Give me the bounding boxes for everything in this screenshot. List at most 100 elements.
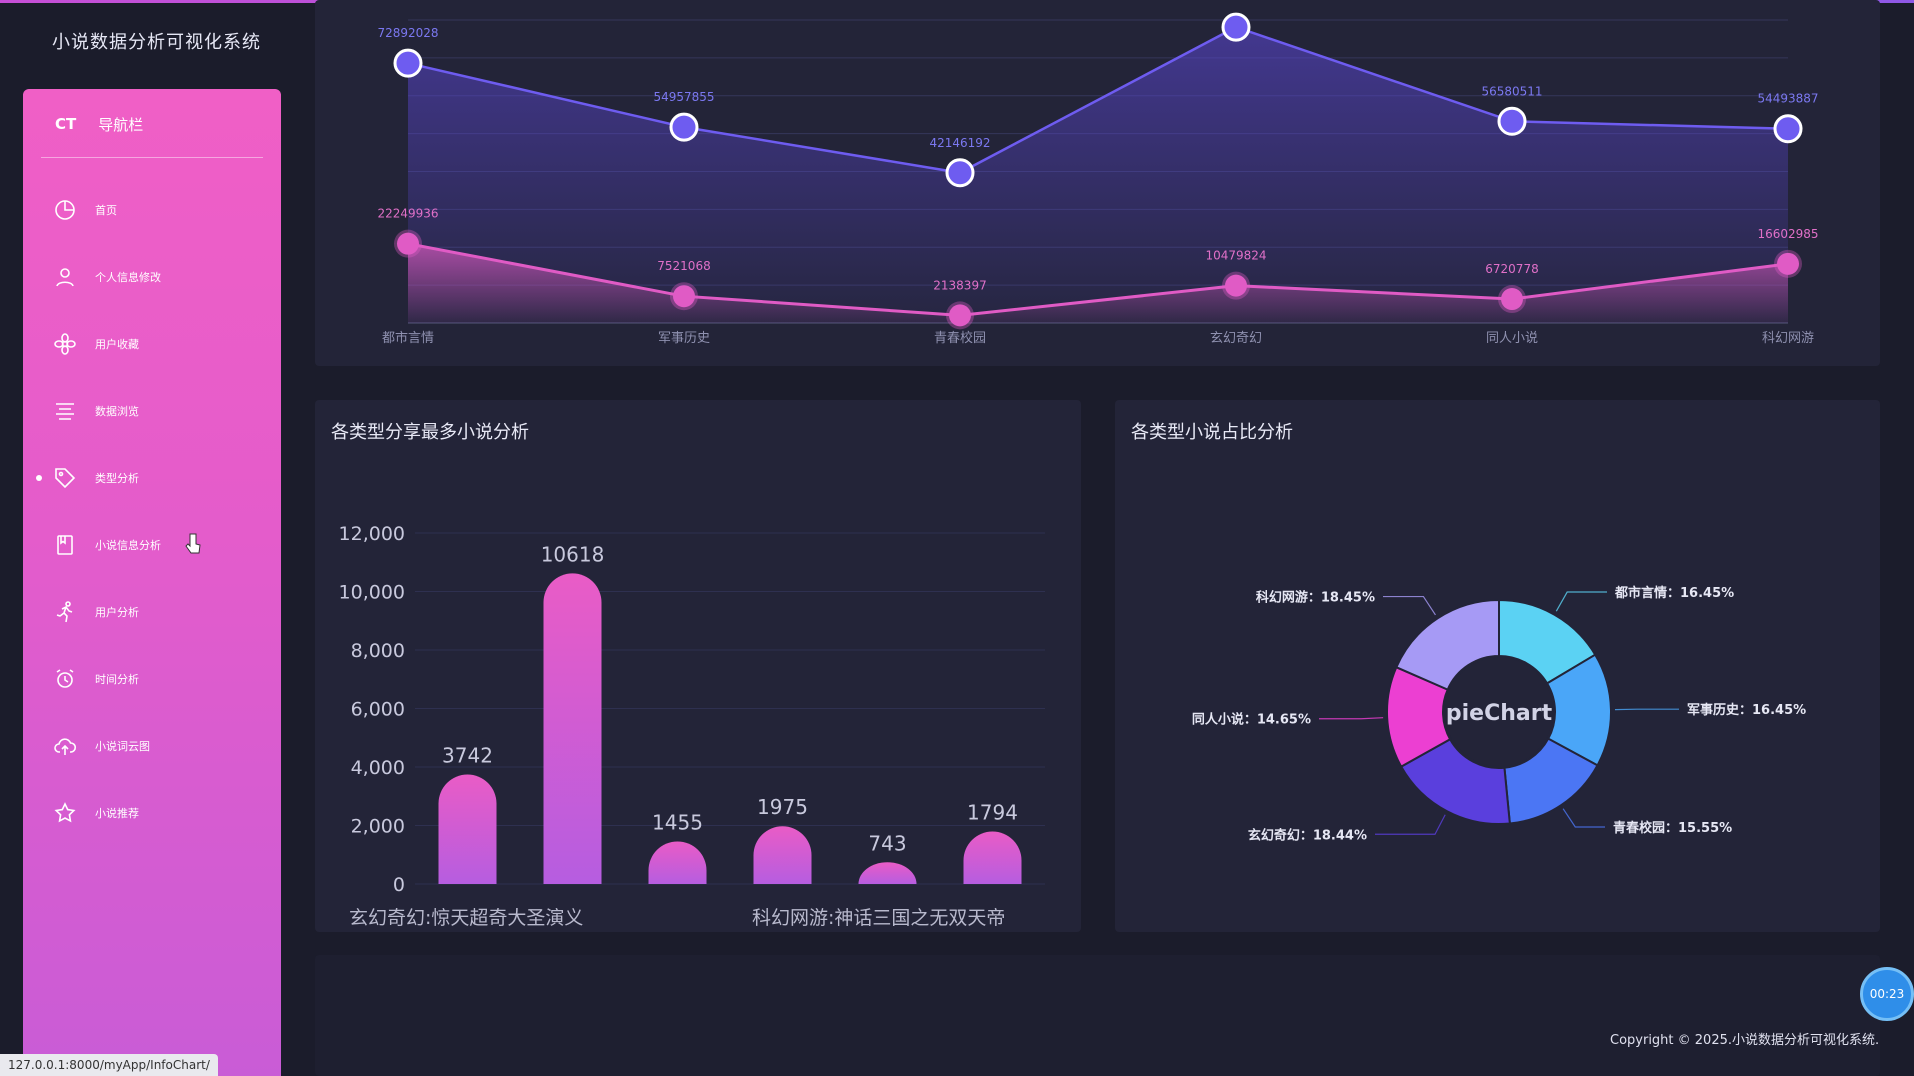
- sidebar-item-data-browse[interactable]: 数据浏览: [23, 386, 281, 436]
- runner-icon: [56, 601, 73, 623]
- slice-label: 都市言情：16.45%: [1614, 585, 1734, 601]
- data-point: [1501, 288, 1523, 311]
- sidebar-item-time-analysis[interactable]: 时间分析: [23, 654, 281, 704]
- data-label: 16602985: [1757, 227, 1818, 241]
- star-icon: [54, 802, 76, 823]
- data-point: [1497, 106, 1527, 136]
- y-tick-label: 10,000: [339, 582, 405, 604]
- sidebar-item-user-analysis[interactable]: 用户分析: [23, 587, 281, 637]
- data-point: [1773, 114, 1803, 144]
- pie-chart-icon: [55, 200, 75, 220]
- data-label: 56580511: [1481, 84, 1542, 98]
- y-tick-label: 6,000: [351, 699, 405, 721]
- data-label: 22249936: [377, 207, 438, 221]
- bar: [648, 841, 707, 884]
- footer-panel: [315, 955, 1880, 1076]
- data-label: 3742: [442, 744, 493, 768]
- tag-icon: [55, 468, 76, 489]
- data-point: [945, 158, 975, 188]
- x-tick-label: 科幻网游: [1762, 331, 1814, 346]
- x-tick-label: 军事历史: [658, 331, 710, 346]
- leader-line: [1562, 808, 1605, 828]
- active-indicator: [36, 475, 42, 481]
- sidebar-item-label: 个人信息修改: [95, 271, 161, 284]
- slice-label: 同人小说：14.65%: [1192, 712, 1311, 728]
- leader-line: [1319, 717, 1384, 720]
- sidebar-item-type-analysis[interactable]: 类型分析: [23, 453, 281, 503]
- sidebar-item-label: 小说信息分析: [95, 539, 161, 552]
- mouse-cursor-icon: [185, 533, 201, 554]
- sidebar-header: CT 导航栏: [23, 89, 281, 159]
- data-label: 54957855: [653, 90, 714, 104]
- sidebar-item-word-cloud[interactable]: 小说词云图: [23, 721, 281, 771]
- data-point: [397, 232, 419, 255]
- data-point: [1225, 274, 1247, 297]
- donut-hole: [1445, 658, 1553, 766]
- menu-icon: [56, 403, 74, 420]
- user-icon: [56, 268, 74, 287]
- series-area: [408, 27, 1788, 323]
- copyright-text: Copyright © 2025.小说数据分析可视化系统.: [1610, 1033, 1880, 1048]
- sidebar-item-label: 时间分析: [95, 673, 139, 686]
- bar-chart: 0 2,000 4,000 6,000 8,000 10,000 12,000 3742 106…: [339, 523, 1045, 929]
- leader-line: [1375, 814, 1446, 835]
- panel-title: 各类型小说占比分析: [1131, 422, 1293, 443]
- data-label: 72892028: [377, 26, 438, 40]
- series-line: [407, 25, 1789, 175]
- x-tick-label: 玄幻奇幻: [1210, 330, 1262, 346]
- slice-label: 科幻网游：18.45%: [1256, 590, 1375, 606]
- sidebar-item-novel-info[interactable]: 小说信息分析: [23, 520, 281, 570]
- book-icon: [57, 535, 73, 555]
- cloud-upload-icon: [54, 738, 77, 755]
- x-tick-label: 青春校园: [934, 330, 986, 346]
- data-label: 10479824: [1205, 249, 1266, 263]
- pie-chart: 都市言情：16.45% 军事历史：16.45% 青春校园：15.55% 玄幻奇幻：18…: [1192, 585, 1806, 843]
- y-tick-label: 12,000: [339, 523, 405, 545]
- bar: [753, 826, 812, 884]
- y-tick-label: 4,000: [351, 757, 405, 779]
- sidebar-item-recommend[interactable]: 小说推荐: [23, 788, 281, 838]
- x-tick-label: 同人小说: [1486, 331, 1538, 346]
- slice-label: 玄幻奇幻：18.44%: [1248, 827, 1367, 843]
- data-point: [1777, 252, 1799, 275]
- data-label: 10618: [541, 542, 605, 566]
- line-chart-panel: 72892028 54957855 42146192 56580511 54493887…: [315, 0, 1880, 366]
- data-label: 2138397: [933, 278, 986, 292]
- sidebar-item-label: 数据浏览: [95, 405, 139, 418]
- data-label: 743: [868, 831, 906, 855]
- timer-badge[interactable]: 00:23: [1860, 967, 1914, 1021]
- sidebar-item-label: 小说推荐: [95, 807, 139, 820]
- bar: [438, 774, 497, 884]
- sidebar-item-label: 小说词云图: [95, 740, 150, 753]
- line-chart: 72892028 54957855 42146192 56580511 54493887…: [377, 12, 1819, 346]
- sidebar-item-label: 首页: [95, 204, 117, 217]
- status-url: 127.0.0.1:8000/myApp/InfoChart/: [0, 1054, 218, 1076]
- sidebar-item-favorites[interactable]: 用户收藏: [23, 319, 281, 369]
- sidebar-item-home[interactable]: 首页: [23, 185, 281, 235]
- data-label: 1455: [652, 810, 703, 834]
- sidebar-item-label: 类型分析: [95, 472, 139, 485]
- sidebar-item-label: 用户收藏: [95, 338, 139, 351]
- data-point: [669, 112, 699, 142]
- data-label: 42146192: [929, 136, 990, 150]
- data-point: [393, 48, 423, 78]
- leader-line: [1383, 595, 1436, 616]
- flower-icon: [54, 333, 76, 355]
- x-tick-label: 科幻网游:神话三国之无双天帝: [752, 907, 1005, 929]
- app-title: 小说数据分析可视化系统: [52, 32, 261, 53]
- center-label: pieChart: [1446, 701, 1553, 726]
- data-point: [673, 285, 695, 308]
- data-label: 6720778: [1485, 262, 1538, 276]
- sidebar-divider: [41, 157, 263, 158]
- data-label: 1794: [967, 801, 1018, 825]
- sidebar: CT 导航栏 首页 个人信息修改 用户收藏 数据浏览 类型分析 小说信息分析 用…: [23, 89, 281, 1076]
- sidebar-item-profile[interactable]: 个人信息修改: [23, 252, 281, 302]
- y-tick-label: 8,000: [351, 640, 405, 662]
- sidebar-brand: CT: [55, 115, 77, 133]
- pie-chart-panel: 各类型小说占比分析 都市言情：16.45% 军事历史：16.45% 青春校园：15.…: [1115, 400, 1880, 932]
- slice-label: 军事历史：16.45%: [1687, 702, 1806, 718]
- pie-slice: [1395, 598, 1500, 691]
- sidebar-title: 导航栏: [98, 115, 144, 134]
- y-tick-label: 0: [393, 874, 405, 896]
- data-label: 7521068: [657, 259, 710, 273]
